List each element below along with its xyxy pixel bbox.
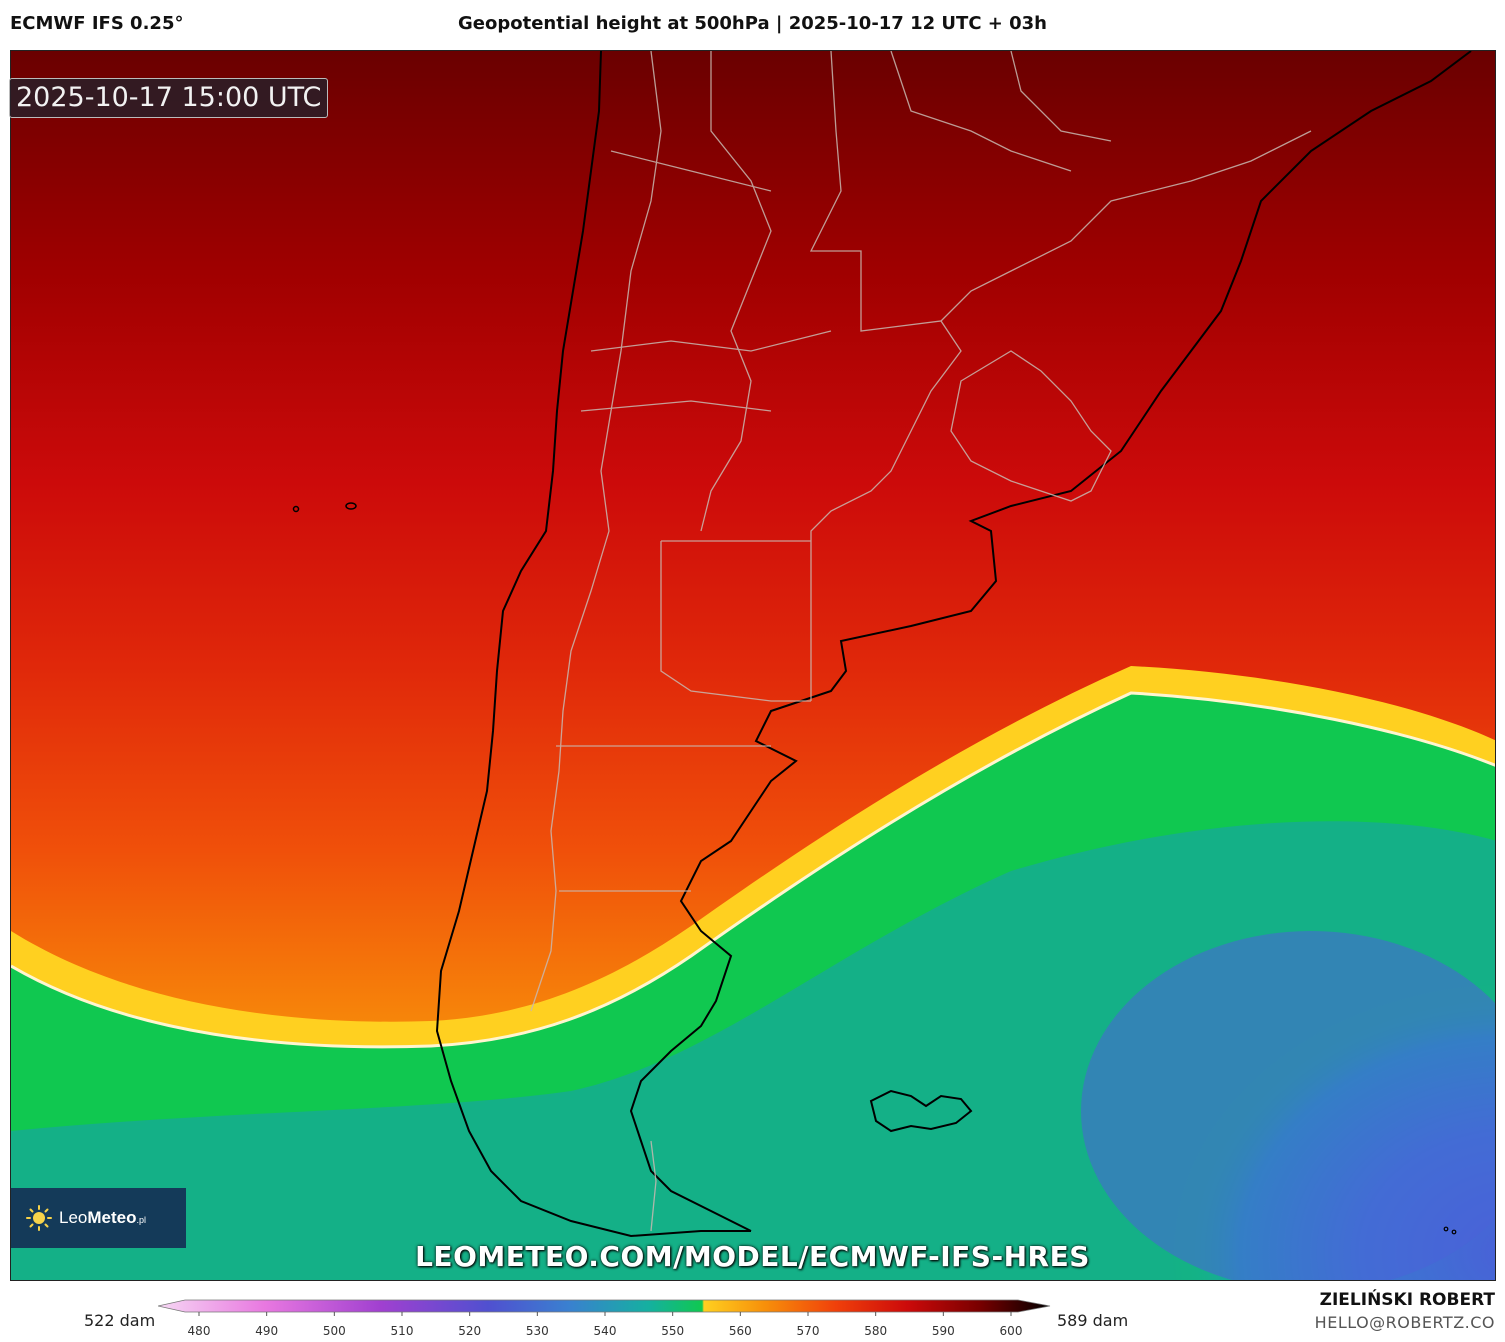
admin-borders xyxy=(530,51,1312,1232)
low-core xyxy=(1081,931,1495,1280)
model-name: ECMWF IFS 0.25° xyxy=(10,13,184,34)
colorbar-tick-label: 480 xyxy=(188,1324,211,1338)
colorbar-tick-label: 530 xyxy=(526,1324,549,1338)
colorbar-svg: 480 490 500 510 520 530 540 550 560 570 580 590 600 xyxy=(157,1299,1051,1338)
south-america-coast xyxy=(435,51,1472,1238)
colorbar-tick-label: 600 xyxy=(1000,1324,1023,1338)
logo-wordmark: LeoMeteo.pl xyxy=(59,1208,147,1227)
author-name: ZIELIŃSKI ROBERT xyxy=(1319,1290,1495,1310)
colorbar-tick-label: 500 xyxy=(323,1324,346,1338)
island xyxy=(292,505,300,513)
leometeo-logo[interactable]: LeoMeteo.pl xyxy=(11,1188,186,1248)
island xyxy=(345,502,357,510)
falkland-islands xyxy=(869,1089,973,1133)
contour-552 xyxy=(11,691,1495,1049)
colorbar-tick-label: 520 xyxy=(458,1324,481,1338)
colorbar-tick-label: 580 xyxy=(864,1324,887,1338)
colorbar-tick-label: 590 xyxy=(932,1324,955,1338)
map-title: Geopotential height at 500hPa | 2025-10-… xyxy=(457,13,1048,34)
colorbar-tick-label: 560 xyxy=(729,1324,752,1338)
colorbar-max-label: 589 dam xyxy=(1057,1311,1129,1330)
model-url-watermark: LEOMETEO.COM/MODEL/ECMWF-IFS-HRES xyxy=(415,1240,1090,1273)
colorbar-min-label: 522 dam xyxy=(84,1311,156,1330)
colorbar-tick-label: 540 xyxy=(594,1324,617,1338)
sun-icon xyxy=(26,1205,52,1231)
colorbar-tick-label: 570 xyxy=(797,1324,820,1338)
colorbar-tick-label: 510 xyxy=(391,1324,414,1338)
colorbar-ticks: 480 490 500 510 520 530 540 550 560 570 580 590 600 xyxy=(188,1312,1023,1338)
colorbar-tick-label: 490 xyxy=(255,1324,278,1338)
valid-time-badge: 2025-10-17 15:00 UTC xyxy=(9,78,329,118)
geopotential-map xyxy=(11,51,1495,1280)
map-panel xyxy=(10,50,1496,1281)
island xyxy=(1451,1229,1457,1235)
author-email[interactable]: HELLO@ROBERTZ.CO xyxy=(1314,1313,1495,1332)
yellow-band xyxy=(11,666,1495,1047)
island xyxy=(1443,1226,1449,1232)
colorbar-tick-label: 550 xyxy=(661,1324,684,1338)
colorbar: 480 490 500 510 520 530 540 550 560 570 580 590 600 xyxy=(157,1298,1052,1338)
colorbar-ramp xyxy=(157,1299,1051,1313)
